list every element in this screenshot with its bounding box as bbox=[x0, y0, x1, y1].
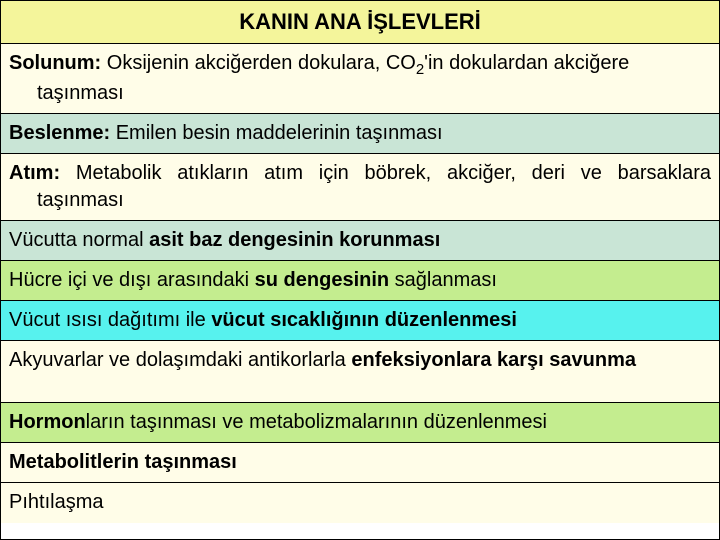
table-title-row: KANIN ANA İŞLEVLERİ bbox=[1, 1, 719, 44]
table-row: Beslenme: Emilen besin maddelerinin taşı… bbox=[1, 114, 719, 154]
row-text: Atım: Metabolik atıkların atım için böbr… bbox=[9, 160, 711, 214]
table-row: Atım: Metabolik atıkların atım için böbr… bbox=[1, 154, 719, 221]
row-text: Vücut ısısı dağıtımı ile vücut sıcaklığı… bbox=[9, 307, 711, 334]
table-row: Vücutta normal asit baz dengesinin korun… bbox=[1, 221, 719, 261]
row-text: Vücutta normal asit baz dengesinin korun… bbox=[9, 227, 711, 254]
table-row: Pıhtılaşma bbox=[1, 483, 719, 523]
row-text: Solunum: Oksijenin akciğerden dokulara, … bbox=[9, 50, 711, 107]
row-text: Pıhtılaşma bbox=[9, 489, 711, 516]
row-text: Hormonların taşınması ve metabolizmaları… bbox=[9, 409, 711, 436]
table-row: Akyuvarlar ve dolaşımdaki antikorlarla e… bbox=[1, 341, 719, 403]
table-row: Hücre içi ve dışı arasındaki su dengesin… bbox=[1, 261, 719, 301]
table-row: Solunum: Oksijenin akciğerden dokulara, … bbox=[1, 44, 719, 114]
table-title: KANIN ANA İŞLEVLERİ bbox=[239, 7, 481, 37]
row-text: Akyuvarlar ve dolaşımdaki antikorlarla e… bbox=[9, 347, 711, 374]
table-row: Hormonların taşınması ve metabolizmaları… bbox=[1, 403, 719, 443]
functions-table: KANIN ANA İŞLEVLERİ Solunum: Oksijenin a… bbox=[0, 0, 720, 540]
row-text: Beslenme: Emilen besin maddelerinin taşı… bbox=[9, 120, 711, 147]
row-text: Hücre içi ve dışı arasındaki su dengesin… bbox=[9, 267, 711, 294]
table-row: Metabolitlerin taşınması bbox=[1, 443, 719, 483]
table-row: Vücut ısısı dağıtımı ile vücut sıcaklığı… bbox=[1, 301, 719, 341]
row-text: Metabolitlerin taşınması bbox=[9, 449, 711, 476]
